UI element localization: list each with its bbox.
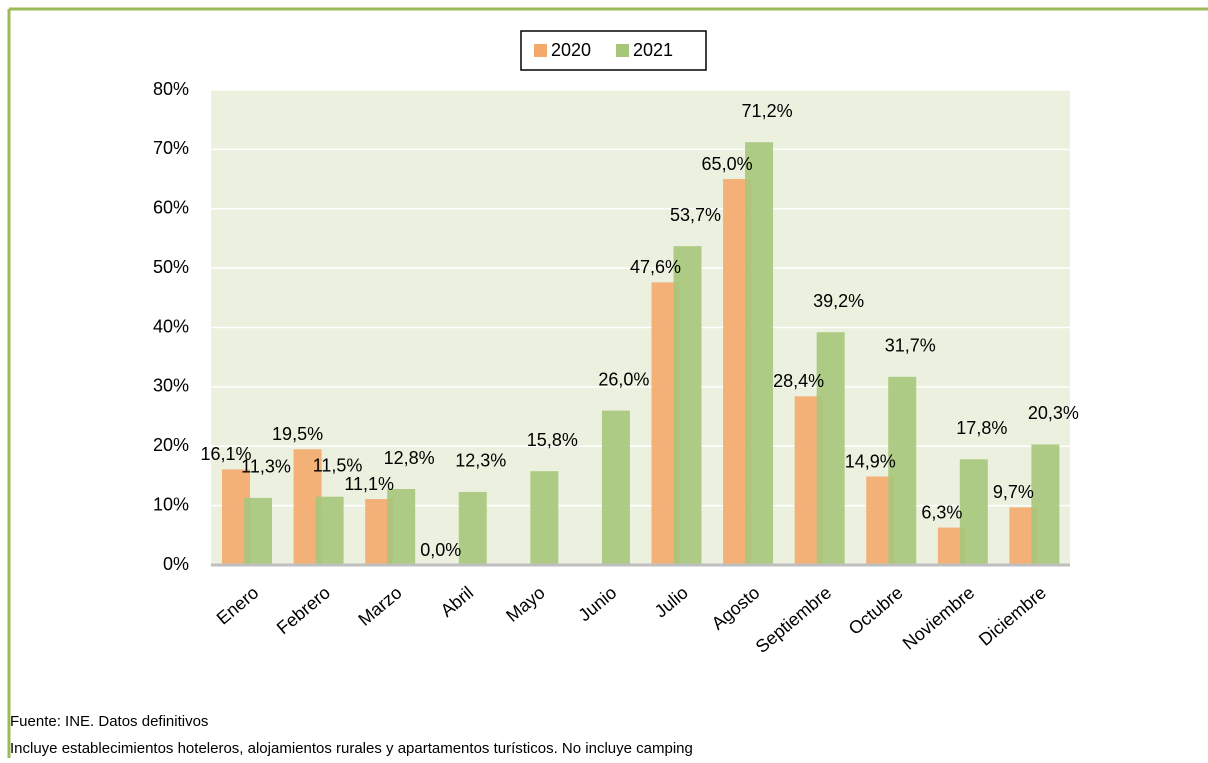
- value-label: 71,2%: [742, 101, 793, 121]
- x-tick-label: Diciembre: [975, 582, 1050, 649]
- x-tick-label: Septiembre: [752, 582, 835, 656]
- bar: [530, 471, 559, 565]
- x-tick-label: Junio: [575, 582, 621, 625]
- x-tick-label: Febrero: [273, 582, 334, 638]
- bar: [244, 497, 272, 565]
- value-label: 12,8%: [384, 448, 435, 468]
- bar: [959, 459, 988, 565]
- value-label: 16,1%: [200, 444, 251, 464]
- legend-label: 2020: [551, 40, 591, 60]
- y-tick-label: 60%: [153, 198, 189, 218]
- value-label: 17,8%: [956, 418, 1007, 438]
- y-tick-label: 0%: [163, 554, 189, 574]
- value-label: 26,0%: [598, 369, 649, 389]
- y-tick-label: 20%: [153, 435, 189, 455]
- x-tick-label: Julio: [651, 582, 692, 621]
- y-tick-label: 50%: [153, 257, 189, 277]
- value-label: 6,3%: [921, 502, 962, 522]
- legend-label: 2021: [633, 40, 673, 60]
- value-label: 31,7%: [885, 336, 936, 356]
- y-tick-label: 10%: [153, 494, 189, 514]
- x-tick-label: Marzo: [354, 582, 405, 629]
- bars: [222, 142, 1060, 565]
- bar: [458, 491, 487, 565]
- value-label: 19,5%: [272, 424, 323, 444]
- value-label: 11,5%: [313, 455, 363, 475]
- value-label: 14,9%: [845, 451, 896, 471]
- y-tick-label: 70%: [153, 138, 189, 158]
- value-label: 47,6%: [630, 257, 681, 277]
- y-tick-label: 40%: [153, 316, 189, 336]
- bar: [1031, 444, 1060, 565]
- value-label: 39,2%: [813, 291, 864, 311]
- value-label: 65,0%: [702, 154, 753, 174]
- bar: [387, 489, 416, 565]
- bar: [315, 496, 344, 565]
- value-label: 15,8%: [527, 430, 578, 450]
- value-label: 12,3%: [455, 451, 506, 471]
- x-tick-label: Octubre: [845, 582, 907, 638]
- bar: [745, 142, 774, 565]
- x-tick-label: Mayo: [502, 582, 549, 626]
- value-label: 9,7%: [993, 482, 1034, 502]
- y-tick-label: 30%: [153, 376, 189, 396]
- value-label: 0,0%: [420, 540, 461, 560]
- x-tick-label: Noviembre: [899, 582, 979, 653]
- bar: [816, 332, 845, 565]
- footnote: Incluye establecimientos hoteleros, aloj…: [10, 740, 693, 757]
- legend-swatch: [534, 44, 547, 57]
- bar: [601, 410, 630, 565]
- x-tick-label: Enero: [213, 582, 263, 628]
- legend-swatch: [616, 44, 629, 57]
- source-note: Fuente: INE. Datos definitivos: [10, 713, 208, 730]
- value-label: 11,3%: [241, 457, 291, 477]
- y-tick-label: 80%: [153, 79, 189, 99]
- value-label: 53,7%: [670, 205, 721, 225]
- bar: [888, 376, 917, 565]
- value-label: 20,3%: [1028, 403, 1079, 423]
- x-tick-label: Agosto: [708, 582, 764, 633]
- x-tick-label: Abril: [437, 582, 477, 620]
- value-label: 11,1%: [344, 474, 394, 494]
- legend: [520, 30, 707, 71]
- bar: [673, 246, 702, 565]
- value-label: 28,4%: [773, 371, 824, 391]
